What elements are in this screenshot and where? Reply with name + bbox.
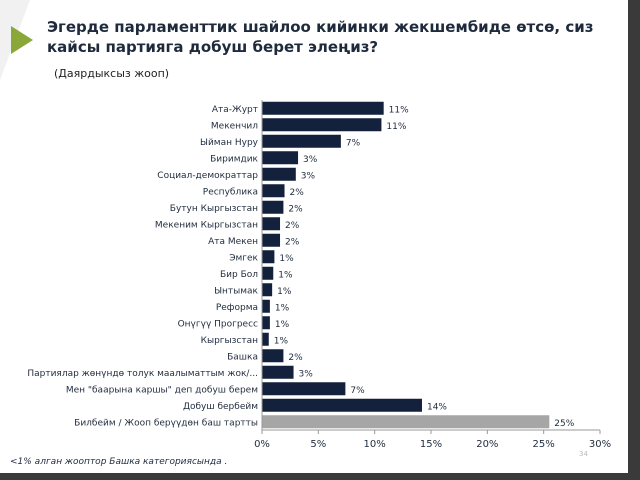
- category-label: Социал-демократтар: [157, 171, 258, 181]
- bar: [262, 349, 284, 363]
- x-tick-label: 5%: [310, 439, 326, 450]
- bar: [262, 200, 284, 214]
- arrow-icon: [11, 26, 33, 54]
- data-label: 25%: [554, 419, 574, 429]
- data-label: 2%: [288, 353, 303, 363]
- data-label: 1%: [279, 254, 294, 264]
- category-label: Реформа: [216, 303, 258, 313]
- category-label: Мен "баарына каршы" деп добуш берем: [66, 385, 258, 395]
- data-label: 3%: [299, 369, 314, 379]
- page-number: 34: [579, 450, 588, 458]
- data-label: 1%: [277, 287, 292, 297]
- category-label: Биримдик: [210, 154, 258, 164]
- x-tick-label: 0%: [254, 439, 270, 450]
- bar: [262, 134, 341, 148]
- data-label: 7%: [346, 138, 361, 148]
- category-label: Билбейм / Жооп берүүдөн баш тартты: [74, 418, 258, 428]
- data-label: 1%: [275, 320, 290, 330]
- slide-subtitle: (Даярдыксыз жооп): [54, 67, 170, 80]
- footnote: <1% алган жооптор Башка категориясында .: [10, 457, 228, 467]
- data-label: 3%: [303, 155, 318, 165]
- bar: [262, 299, 270, 313]
- x-tick-label: 30%: [589, 439, 611, 450]
- bar: [262, 151, 299, 165]
- data-label: 1%: [274, 336, 289, 346]
- bar: [262, 415, 550, 429]
- bar: [262, 233, 281, 247]
- bar: [262, 365, 294, 379]
- category-label: Ыйман Нуру: [200, 138, 259, 148]
- category-label: Ынтымак: [214, 286, 258, 296]
- category-label: Ата-Журт: [212, 105, 258, 115]
- category-label: Партиялар жөнүндө толук маалыматтым жок/…: [27, 369, 258, 379]
- bar: [262, 283, 273, 297]
- category-label: Добуш бербейм: [183, 402, 258, 412]
- category-label: Бутун Кыргызстан: [170, 204, 258, 214]
- data-label: 1%: [275, 303, 290, 313]
- category-label: Башка: [227, 352, 258, 362]
- data-label: 1%: [278, 270, 293, 280]
- bar: [262, 316, 270, 330]
- bar: [262, 184, 285, 198]
- data-label: 2%: [290, 188, 305, 198]
- category-label: Республика: [203, 187, 258, 197]
- data-label: 11%: [386, 122, 406, 132]
- bar: [262, 332, 269, 346]
- bar: [262, 250, 275, 264]
- data-label: 2%: [288, 204, 303, 214]
- x-tick-label: 25%: [533, 439, 555, 450]
- category-label: Онүгүү Прогресс: [178, 319, 258, 329]
- data-label: 11%: [389, 105, 409, 115]
- bar: [262, 266, 274, 280]
- x-tick-label: 15%: [420, 439, 442, 450]
- x-tick-label: 10%: [364, 439, 386, 450]
- bar-chart: Ата-Журт 11% Мекенчил 11% Ыйман Нуру 7% Биримд…: [27, 100, 611, 450]
- x-tick-label: 20%: [476, 439, 498, 450]
- category-label: Мекеним Кыргызстан: [155, 220, 258, 230]
- bar: [262, 167, 296, 181]
- category-label: Мекенчил: [211, 121, 258, 131]
- data-label: 14%: [427, 402, 447, 412]
- data-label: 7%: [350, 386, 365, 396]
- category-label: Эмгек: [229, 253, 258, 263]
- bar: [262, 382, 346, 396]
- bar: [262, 101, 384, 115]
- slide-title: Эгерде парламенттик шайлоо кийинки жекше…: [47, 18, 594, 56]
- data-label: 2%: [285, 221, 300, 231]
- bar: [262, 398, 422, 412]
- bar: [262, 217, 281, 231]
- category-label: Ата Мекен: [208, 237, 258, 247]
- data-label: 2%: [285, 237, 300, 247]
- slide: Эгерде парламенттик шайлоо кийинки жекше…: [0, 0, 628, 473]
- category-label: Кыргызстан: [201, 336, 259, 346]
- data-label: 3%: [301, 171, 316, 181]
- category-label: Бир Бол: [220, 270, 258, 280]
- bar: [262, 118, 382, 132]
